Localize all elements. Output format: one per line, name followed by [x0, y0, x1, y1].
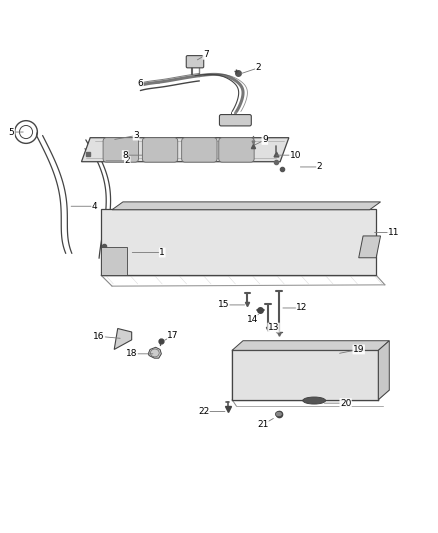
FancyBboxPatch shape	[186, 55, 204, 68]
Text: 11: 11	[388, 228, 399, 237]
Polygon shape	[101, 247, 127, 275]
Text: 17: 17	[167, 331, 179, 340]
Text: 10: 10	[290, 151, 301, 160]
FancyBboxPatch shape	[142, 138, 178, 162]
Text: 3: 3	[133, 131, 139, 140]
Polygon shape	[232, 341, 389, 350]
Text: 20: 20	[340, 399, 351, 408]
Ellipse shape	[113, 248, 137, 255]
Text: 7: 7	[203, 50, 209, 59]
Text: 18: 18	[126, 349, 138, 358]
Text: 12: 12	[296, 303, 307, 312]
Polygon shape	[232, 350, 378, 400]
Text: 13: 13	[268, 323, 279, 332]
Polygon shape	[359, 236, 381, 258]
FancyBboxPatch shape	[182, 138, 217, 162]
Ellipse shape	[276, 411, 283, 417]
Polygon shape	[81, 138, 289, 161]
Text: 1: 1	[159, 248, 165, 257]
Text: 2: 2	[255, 63, 261, 72]
FancyBboxPatch shape	[103, 138, 138, 162]
Text: 6: 6	[138, 79, 143, 87]
Polygon shape	[112, 202, 381, 210]
Text: 9: 9	[262, 135, 268, 144]
Polygon shape	[148, 348, 161, 358]
Text: 5: 5	[9, 127, 14, 136]
Polygon shape	[101, 209, 376, 275]
Text: 2: 2	[317, 163, 322, 172]
Text: 21: 21	[257, 420, 268, 429]
FancyBboxPatch shape	[219, 138, 254, 162]
Text: 15: 15	[218, 301, 229, 310]
Polygon shape	[378, 341, 389, 400]
Text: 8: 8	[122, 151, 128, 160]
Text: 4: 4	[92, 202, 97, 211]
Text: 2: 2	[124, 156, 130, 165]
Ellipse shape	[303, 397, 325, 404]
Text: 16: 16	[93, 332, 105, 341]
FancyBboxPatch shape	[219, 115, 251, 126]
Text: 22: 22	[198, 407, 209, 416]
Text: 19: 19	[353, 345, 364, 354]
Text: 14: 14	[247, 315, 259, 324]
Polygon shape	[114, 328, 132, 350]
